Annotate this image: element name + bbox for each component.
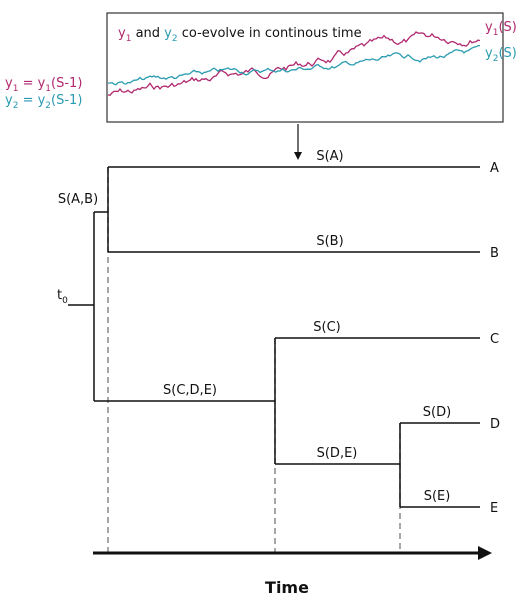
- label-part: (S): [498, 20, 516, 35]
- random-walks: [107, 31, 481, 97]
- tree-branches: [68, 166, 480, 508]
- label-sub: 1: [493, 28, 499, 38]
- inset-arrowhead: [294, 152, 302, 160]
- tip-label: C: [490, 332, 499, 347]
- branch-label: S(A): [316, 149, 343, 164]
- caption-sub: 2: [172, 34, 178, 44]
- label-part: = y: [18, 76, 45, 91]
- label-part: (S-1): [51, 93, 82, 108]
- root-sub: 0: [62, 296, 68, 306]
- speciation-lines: [107, 167, 401, 553]
- label-sub: 2: [45, 101, 51, 111]
- left-label-y1: y1 = y1(S-1): [5, 76, 82, 94]
- left-label-y2: y2 = y2(S-1): [5, 93, 82, 111]
- time-arrowhead: [478, 546, 492, 560]
- branch-label: S(C): [313, 320, 340, 335]
- label-part: (S-1): [51, 76, 82, 91]
- label-part: y: [485, 20, 493, 35]
- right-label-y1: y1(S): [485, 20, 517, 38]
- caption-part: co-evolve in continous time: [178, 26, 362, 41]
- branch-label: S(A,B): [58, 192, 98, 207]
- caption-part: y: [164, 26, 172, 41]
- caption-sub: 1: [126, 34, 132, 44]
- caption-part: and: [131, 26, 164, 41]
- axis-label: Time: [265, 578, 309, 597]
- label-part: (S): [498, 46, 516, 61]
- walk-line: [107, 31, 481, 97]
- tip-label: B: [490, 246, 499, 261]
- label-part: y: [485, 46, 493, 61]
- branch-label: S(E): [424, 489, 451, 504]
- walk-line: [107, 44, 481, 86]
- tip-label: D: [490, 417, 500, 432]
- branch-label: S(D): [423, 405, 451, 420]
- inset-caption: y1 and y2 co-evolve in continous time: [118, 26, 362, 44]
- caption-part: y: [118, 26, 126, 41]
- branch-label: S(B): [316, 234, 343, 249]
- tip-label: A: [490, 161, 499, 176]
- label-part: y: [5, 76, 13, 91]
- branch-label: S(C,D,E): [163, 383, 217, 398]
- inset-box: [106, 12, 504, 123]
- root-t: t: [57, 288, 62, 303]
- tip-label: E: [490, 501, 498, 516]
- label-sub: 2: [493, 54, 499, 64]
- label-part: = y: [18, 93, 45, 108]
- branch-label: S(D,E): [317, 446, 358, 461]
- label-sub: 1: [13, 84, 19, 94]
- label-sub: 2: [13, 101, 19, 111]
- root-label: t0: [57, 288, 68, 306]
- label-sub: 1: [45, 84, 51, 94]
- label-part: y: [5, 93, 13, 108]
- right-label-y2: y2(S): [485, 46, 517, 64]
